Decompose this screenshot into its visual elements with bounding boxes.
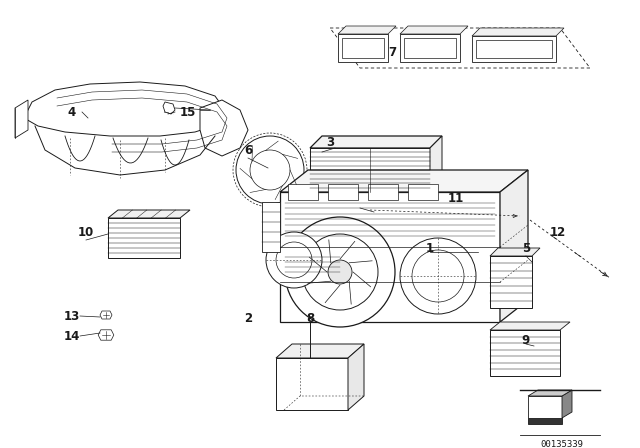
Polygon shape xyxy=(404,38,456,58)
Polygon shape xyxy=(24,82,225,136)
Polygon shape xyxy=(330,28,590,68)
Polygon shape xyxy=(288,184,318,200)
Polygon shape xyxy=(400,26,468,34)
Polygon shape xyxy=(310,136,442,148)
Polygon shape xyxy=(310,148,430,192)
Text: 10: 10 xyxy=(78,225,94,238)
Polygon shape xyxy=(338,34,388,62)
Text: 1: 1 xyxy=(426,241,434,254)
Polygon shape xyxy=(276,358,348,410)
Polygon shape xyxy=(328,184,358,200)
Circle shape xyxy=(236,136,304,204)
Polygon shape xyxy=(490,248,540,256)
Text: 14: 14 xyxy=(64,329,80,343)
Polygon shape xyxy=(15,100,28,138)
Polygon shape xyxy=(528,418,562,424)
Polygon shape xyxy=(490,322,570,330)
Text: 8: 8 xyxy=(306,311,314,324)
Text: 9: 9 xyxy=(522,333,530,346)
Polygon shape xyxy=(400,34,460,62)
Text: 2: 2 xyxy=(244,311,252,324)
Circle shape xyxy=(328,260,352,284)
Polygon shape xyxy=(108,218,180,258)
Polygon shape xyxy=(368,184,398,200)
Polygon shape xyxy=(562,390,572,418)
Circle shape xyxy=(276,242,312,278)
Circle shape xyxy=(302,234,378,310)
Polygon shape xyxy=(98,330,114,340)
Polygon shape xyxy=(500,170,528,322)
Polygon shape xyxy=(285,252,340,277)
Polygon shape xyxy=(280,170,528,192)
Circle shape xyxy=(412,250,464,302)
Text: 7: 7 xyxy=(388,46,396,59)
Polygon shape xyxy=(100,311,112,319)
Polygon shape xyxy=(338,26,396,34)
Text: 00135339: 00135339 xyxy=(541,440,584,448)
Polygon shape xyxy=(490,330,560,376)
Text: 5: 5 xyxy=(522,241,530,254)
Polygon shape xyxy=(472,28,564,36)
Polygon shape xyxy=(408,184,438,200)
Polygon shape xyxy=(276,344,364,358)
Circle shape xyxy=(285,217,395,327)
Polygon shape xyxy=(342,38,384,58)
Polygon shape xyxy=(262,202,280,252)
Polygon shape xyxy=(200,100,248,156)
Text: 12: 12 xyxy=(550,225,566,238)
Polygon shape xyxy=(472,36,556,62)
Circle shape xyxy=(400,238,476,314)
Text: 15: 15 xyxy=(180,105,196,119)
Polygon shape xyxy=(528,390,572,396)
Text: 13: 13 xyxy=(64,310,80,323)
Polygon shape xyxy=(163,102,175,114)
Text: 3: 3 xyxy=(326,135,334,148)
Polygon shape xyxy=(476,40,552,58)
Polygon shape xyxy=(430,136,442,192)
Polygon shape xyxy=(528,396,562,418)
Text: 11: 11 xyxy=(448,191,464,204)
Text: 4: 4 xyxy=(68,105,76,119)
Polygon shape xyxy=(348,344,364,410)
Circle shape xyxy=(266,232,322,288)
Text: 6: 6 xyxy=(244,143,252,156)
Circle shape xyxy=(250,150,290,190)
Polygon shape xyxy=(280,192,500,322)
Polygon shape xyxy=(490,256,532,308)
Polygon shape xyxy=(108,210,190,218)
